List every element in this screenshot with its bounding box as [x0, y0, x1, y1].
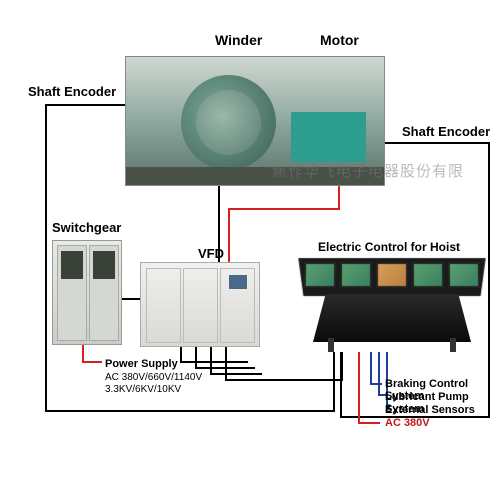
watermark-text: 焦作华飞电子电器股份有限	[272, 160, 464, 181]
line-shaft-left-bottom	[45, 410, 335, 412]
line-console-up1	[341, 352, 343, 381]
line-shaft-left-up	[333, 352, 335, 412]
winder-drum-inner	[196, 90, 261, 155]
line-shaft-right-v	[488, 142, 490, 418]
line-red-motor-v2	[228, 208, 230, 262]
winder-label: Winder	[215, 32, 262, 48]
line-red-ac380-v	[358, 352, 360, 424]
shaft-encoder-right-label: Shaft Encoder	[402, 124, 490, 139]
line-red-motor	[338, 186, 340, 210]
line-winder-vfd-v1	[218, 186, 220, 262]
ac380v-label: AC 380V	[385, 417, 430, 429]
power-supply-line2: 3.3KV/6KV/10KV	[105, 384, 181, 395]
vfd-label: VFD	[198, 246, 224, 261]
line-red-powersupply-h	[82, 361, 102, 363]
line-blue-1-v	[370, 352, 372, 385]
line-red-ac380-h	[358, 422, 380, 424]
line-blue-2-v	[378, 352, 380, 396]
shaft-encoder-left-label: Shaft Encoder	[28, 84, 116, 99]
switchgear-cabinet	[52, 240, 122, 345]
motor-label: Motor	[320, 32, 359, 48]
motor-housing	[291, 112, 366, 162]
line-vfd-console-v2	[195, 347, 197, 369]
power-supply-label: Power Supply	[105, 358, 178, 370]
control-console	[298, 258, 486, 353]
line-vfd-console-v3	[210, 347, 212, 375]
line-sg-vfd	[122, 298, 140, 300]
power-supply-line1: AC 380V/660V/1140V	[105, 372, 202, 383]
electric-control-label: Electric Control for Hoist	[318, 240, 460, 254]
line-vfd-console-v4	[225, 347, 227, 381]
line-shaft-left-h	[45, 104, 125, 106]
line-blue-1-h	[370, 383, 382, 385]
line-vfd-console-h3	[210, 373, 262, 375]
line-red-motor-h	[228, 208, 340, 210]
line-vfd-console-h1	[180, 361, 248, 363]
line-shaft-right-h	[385, 142, 490, 144]
switchgear-label: Switchgear	[52, 220, 121, 235]
line-shaft-left-v	[45, 104, 47, 412]
external-label: External Sensors	[385, 404, 475, 416]
vfd-cabinet	[140, 262, 260, 347]
line-vfd-console-h4	[225, 379, 343, 381]
